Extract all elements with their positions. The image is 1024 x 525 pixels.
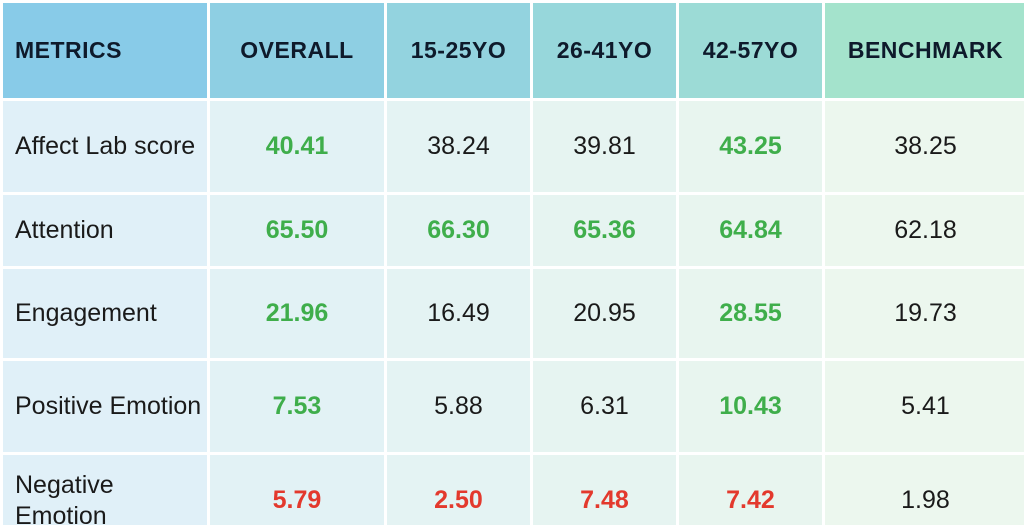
age-26-41-value: 7.48: [530, 452, 679, 525]
age-42-57-value: 64.84: [676, 192, 825, 269]
header-metrics: METRICS: [0, 0, 210, 101]
header-overall: OVERALL: [207, 0, 387, 101]
age-15-25-value: 5.88: [384, 358, 533, 455]
table-row: Engagement 21.96 16.49 20.95 28.55 19.73: [0, 266, 1024, 361]
metric-label: Negative Emotion: [0, 452, 210, 525]
metric-label: Affect Lab score: [0, 98, 210, 195]
age-15-25-value: 16.49: [384, 266, 533, 361]
table-row: Negative Emotion 5.79 2.50 7.48 7.42 1.9…: [0, 452, 1024, 525]
overall-value: 40.41: [207, 98, 387, 195]
age-42-57-value: 28.55: [676, 266, 825, 361]
age-26-41-value: 20.95: [530, 266, 679, 361]
metric-label: Positive Emotion: [0, 358, 210, 455]
age-42-57-value: 10.43: [676, 358, 825, 455]
overall-value: 21.96: [207, 266, 387, 361]
benchmark-value: 38.25: [822, 98, 1024, 195]
overall-value: 7.53: [207, 358, 387, 455]
benchmark-value: 1.98: [822, 452, 1024, 525]
header-row: METRICS OVERALL 15-25YO 26-41YO 42-57YO …: [0, 0, 1024, 101]
age-26-41-value: 65.36: [530, 192, 679, 269]
age-42-57-value: 7.42: [676, 452, 825, 525]
age-26-41-value: 6.31: [530, 358, 679, 455]
metric-label: Attention: [0, 192, 210, 269]
age-15-25-value: 66.30: [384, 192, 533, 269]
age-26-41-value: 39.81: [530, 98, 679, 195]
table-row: Attention 65.50 66.30 65.36 64.84 62.18: [0, 192, 1024, 269]
header-benchmark: BENCHMARK: [822, 0, 1024, 101]
age-15-25-value: 38.24: [384, 98, 533, 195]
overall-value: 65.50: [207, 192, 387, 269]
header-age-15-25: 15-25YO: [384, 0, 533, 101]
table-row: Affect Lab score 40.41 38.24 39.81 43.25…: [0, 98, 1024, 195]
table-body: Affect Lab score 40.41 38.24 39.81 43.25…: [0, 98, 1024, 525]
age-42-57-value: 43.25: [676, 98, 825, 195]
benchmark-value: 19.73: [822, 266, 1024, 361]
overall-value: 5.79: [207, 452, 387, 525]
benchmark-value: 62.18: [822, 192, 1024, 269]
benchmark-value: 5.41: [822, 358, 1024, 455]
header-age-26-41: 26-41YO: [530, 0, 679, 101]
header-age-42-57: 42-57YO: [676, 0, 825, 101]
metric-label: Engagement: [0, 266, 210, 361]
table-row: Positive Emotion 7.53 5.88 6.31 10.43 5.…: [0, 358, 1024, 455]
table-header: METRICS OVERALL 15-25YO 26-41YO 42-57YO …: [0, 0, 1024, 101]
age-15-25-value: 2.50: [384, 452, 533, 525]
